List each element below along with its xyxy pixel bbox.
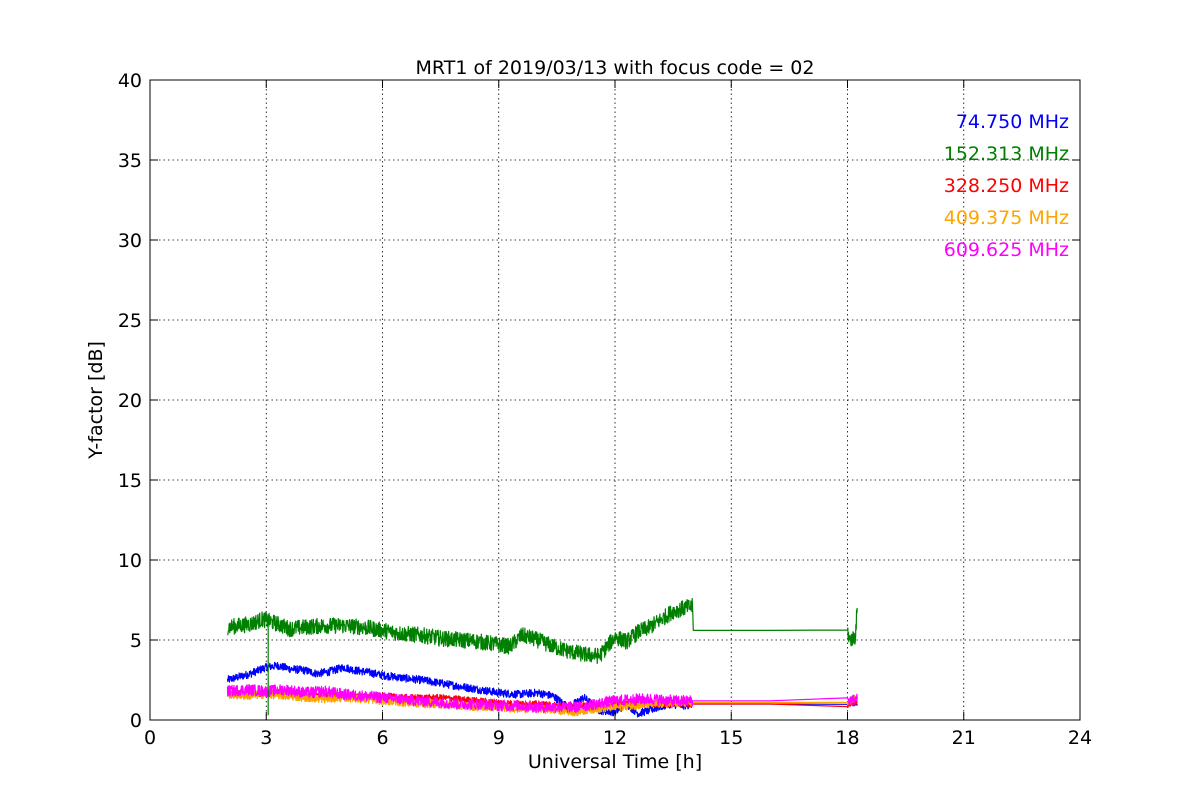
y-tick-label: 15 (118, 470, 142, 492)
y-tick-label: 20 (118, 390, 142, 412)
legend: 74.750 MHz 152.313 MHz 328.250 MHz 409.375 … (944, 111, 1069, 261)
legend-entry: 328.250 MHz (944, 175, 1069, 197)
y-tick-label: 5 (130, 630, 142, 652)
legend-entry: 152.313 MHz (944, 143, 1069, 165)
x-tick-label: 21 (952, 727, 976, 749)
y-tick-label: 25 (118, 310, 142, 332)
legend-entry: 74.750 MHz (956, 111, 1069, 133)
series-line (226, 690, 858, 717)
y-tick-label: 0 (130, 710, 142, 732)
x-tick-label: 24 (1068, 727, 1092, 749)
legend-entry: 609.625 MHz (944, 239, 1069, 261)
x-tick-label: 12 (603, 727, 627, 749)
tick-labels: 0 3 6 9 12 15 18 21 24 0 5 10 15 20 25 30 35 40 (118, 70, 1092, 749)
x-tick-label: 0 (144, 727, 156, 749)
ticks (149, 79, 1081, 721)
plot-area (226, 597, 858, 718)
y-tick-label: 30 (118, 230, 142, 252)
y-tick-label: 10 (118, 550, 142, 572)
x-tick-label: 3 (260, 727, 272, 749)
series-line (227, 597, 858, 665)
x-tick-label: 9 (493, 727, 505, 749)
legend-entry: 409.375 MHz (944, 207, 1069, 229)
y-axis-label: Y-factor [dB] (85, 341, 107, 460)
x-tick-label: 6 (376, 727, 388, 749)
series-group (226, 597, 858, 718)
y-tick-label: 40 (118, 70, 142, 92)
x-tick-label: 15 (719, 727, 743, 749)
chart-title: MRT1 of 2019/03/13 with focus code = 02 (416, 57, 815, 79)
x-tick-label: 18 (835, 727, 859, 749)
y-tick-label: 35 (118, 150, 142, 172)
series-line (226, 684, 858, 714)
x-axis-label: Universal Time [h] (528, 751, 702, 773)
